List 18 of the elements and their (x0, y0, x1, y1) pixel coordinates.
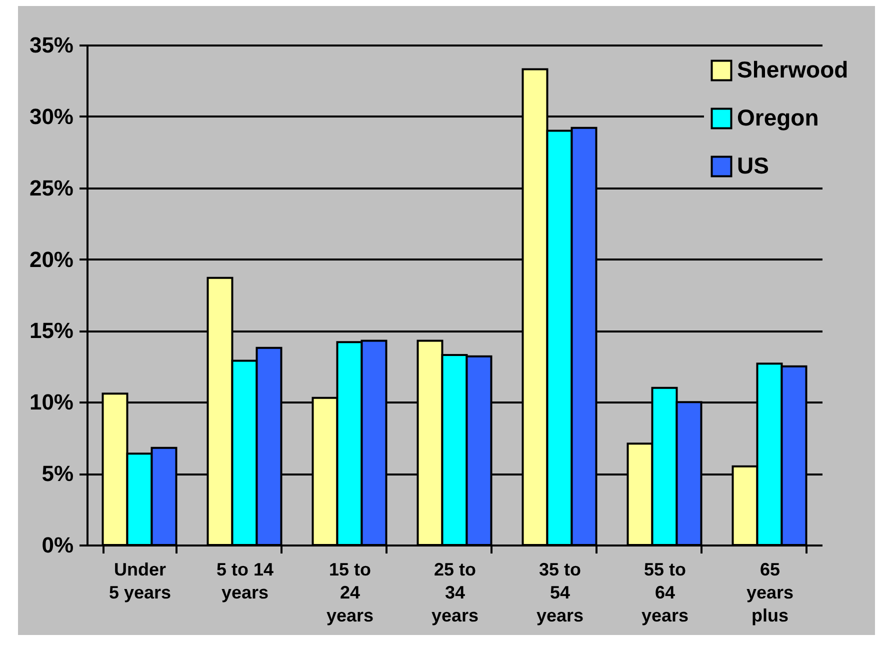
legend-label: US (737, 152, 769, 178)
x-tick-label: 5 to 14 years (216, 560, 274, 602)
y-tick-label: 25% (29, 175, 74, 200)
y-tick-label: 15% (29, 318, 74, 344)
y-tick-label: 30% (29, 104, 74, 129)
legend-label: Oregon (737, 104, 819, 130)
x-tick-label: 35 to 54 years (536, 560, 584, 626)
y-tick-label: 0% (42, 532, 74, 558)
x-tick-label: 15 to 24 years (326, 560, 374, 626)
y-tick-label: 5% (42, 461, 74, 486)
x-tick-label: 65 years plus (746, 560, 794, 626)
y-tick-label: 20% (29, 246, 74, 272)
legend-label: Sherwood (737, 56, 848, 82)
x-tick-label: Under 5 years (108, 560, 172, 602)
x-tick-label: 25 to 34 years (431, 560, 479, 626)
y-tick-label: 10% (29, 390, 74, 415)
y-tick-label: 35% (29, 32, 74, 58)
x-tick-label: 55 to 64 years (641, 560, 689, 626)
